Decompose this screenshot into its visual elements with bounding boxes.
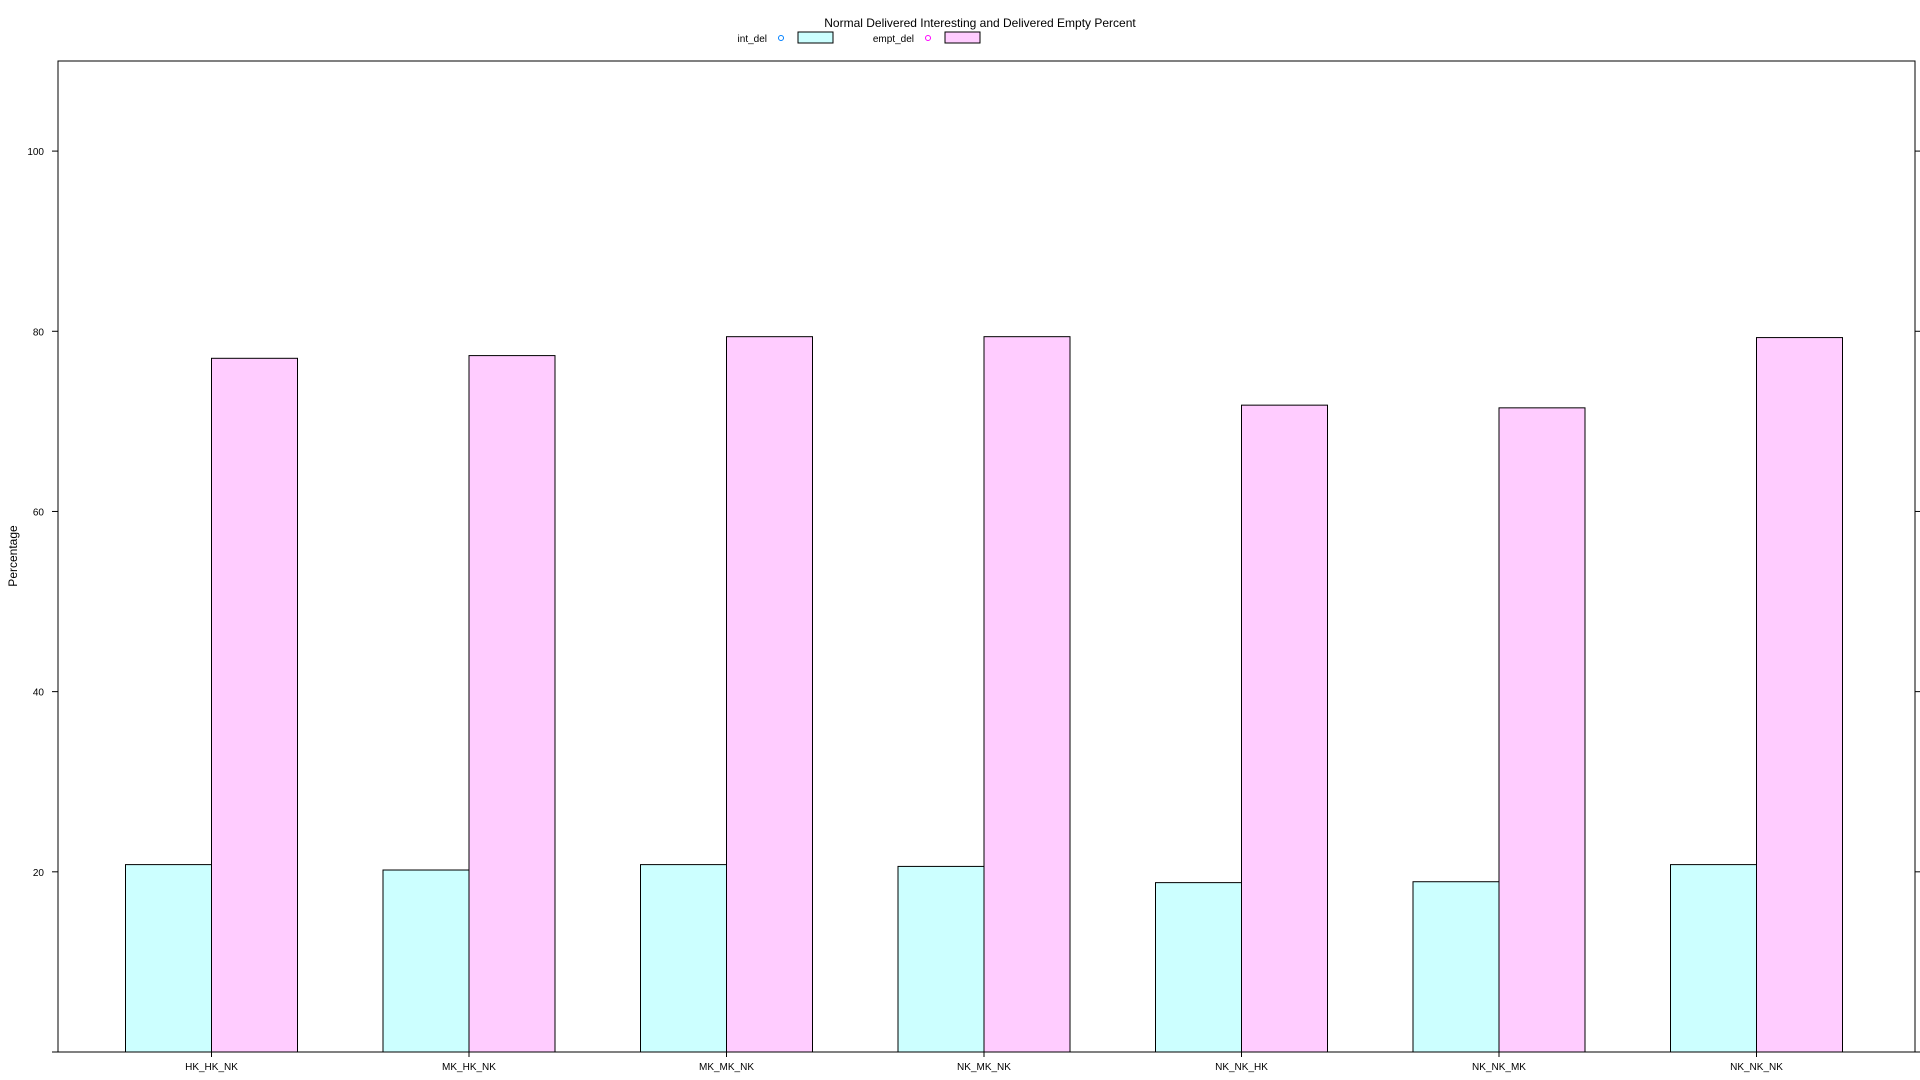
legend-marker-int-del bbox=[778, 35, 784, 41]
bar-empt-del-nk-nk-hk bbox=[1241, 404, 1328, 1053]
bar-int-del-nk-nk-hk bbox=[1155, 882, 1242, 1053]
legend-label-empt-del: empt_del bbox=[873, 34, 914, 45]
legend-label-int-del: int_del bbox=[738, 34, 767, 45]
bar-empt-del-hk-hk-nk bbox=[211, 357, 298, 1053]
bar-int-del-nk-nk-mk bbox=[1412, 881, 1500, 1053]
y-tick-label-80: 80 bbox=[33, 327, 45, 338]
y-tick-label-20: 20 bbox=[33, 868, 45, 879]
bar-int-del-nk-mk-nk bbox=[897, 865, 985, 1053]
x-tick-label-mk-hk-nk: MK_HK_NK bbox=[442, 1062, 496, 1073]
x-tick-label-hk-hk-nk: HK_HK_NK bbox=[185, 1062, 238, 1073]
bar-empt-del-nk-nk-mk bbox=[1498, 407, 1586, 1053]
bar-int-del-mk-hk-nk bbox=[382, 869, 470, 1053]
y-axis-ticks: 20 40 60 80 100 bbox=[27, 147, 1920, 1053]
legend-marker-empt-del bbox=[925, 35, 931, 41]
bar-empt-del-mk-hk-nk bbox=[468, 355, 556, 1053]
x-tick-label-nk-nk-nk: NK_NK_NK bbox=[1730, 1062, 1783, 1073]
x-axis-ticks: HK_HK_NK MK_HK_NK MK_MK_NK NK_MK_NK NK_NK_HK… bbox=[185, 1052, 1783, 1073]
y-tick-label-100: 100 bbox=[27, 147, 44, 158]
bar-int-del-nk-nk-nk bbox=[1670, 864, 1757, 1053]
bar-empt-del-nk-nk-nk bbox=[1756, 337, 1843, 1053]
legend-swatch-int-del bbox=[797, 31, 834, 44]
x-tick-label-nk-nk-hk: NK_NK_HK bbox=[1215, 1062, 1268, 1073]
x-tick-label-nk-mk-nk: NK_MK_NK bbox=[957, 1062, 1011, 1073]
y-tick-label-60: 60 bbox=[33, 507, 45, 518]
legend-swatch-empt-del bbox=[944, 31, 981, 44]
bar-int-del-mk-mk-nk bbox=[640, 864, 727, 1053]
bar-int-del-hk-hk-nk bbox=[125, 864, 212, 1053]
y-tick-label-40: 40 bbox=[33, 688, 45, 699]
bars-group bbox=[125, 336, 1843, 1053]
bar-empt-del-nk-mk-nk bbox=[983, 336, 1071, 1053]
bar-empt-del-mk-mk-nk bbox=[726, 336, 813, 1053]
x-tick-label-nk-nk-mk: NK_NK_MK bbox=[1472, 1062, 1526, 1073]
chart-title: Normal Delivered Interesting and Deliver… bbox=[824, 16, 1136, 30]
y-axis-label: Percentage bbox=[6, 525, 20, 587]
x-tick-label-mk-mk-nk: MK_MK_NK bbox=[699, 1062, 754, 1073]
legend: int_del empt_del bbox=[738, 31, 981, 45]
